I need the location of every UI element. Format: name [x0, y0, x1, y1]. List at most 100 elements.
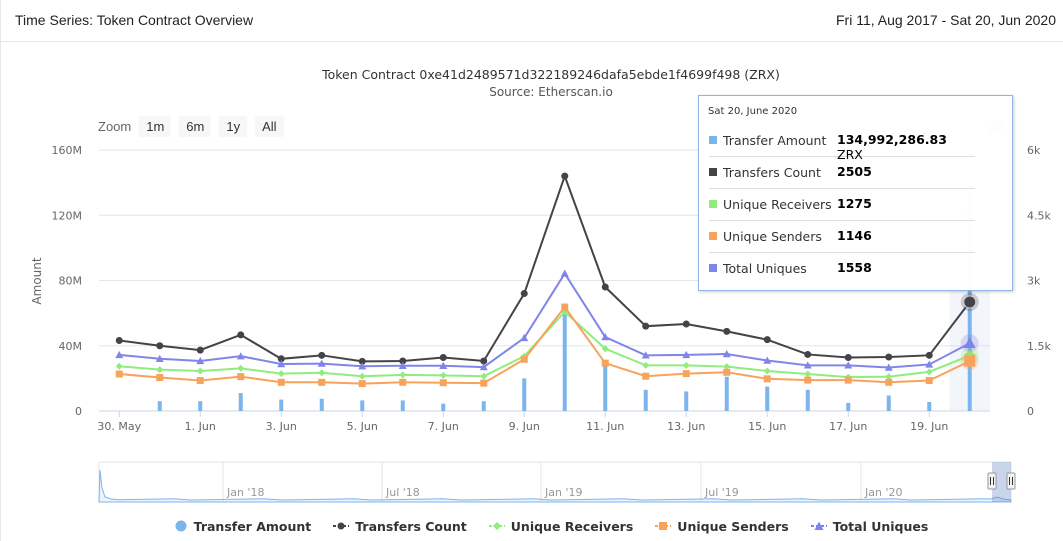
legend-item-total-uniques[interactable]: Total Uniques	[810, 516, 928, 536]
legend-item-unique-receivers[interactable]: Unique Receivers	[488, 516, 634, 536]
legend-item-transfers-count[interactable]: Transfers Count	[333, 516, 467, 536]
tooltip-value: 1146	[837, 228, 872, 243]
data-point	[844, 361, 853, 369]
navigator-left-handle[interactable]	[987, 472, 997, 490]
tooltip-label: Total Uniques	[723, 261, 807, 276]
tooltip-row-unique-senders: Unique Senders 1146	[709, 221, 975, 253]
zoom-all-button[interactable]: All	[255, 116, 284, 137]
navigator-frame	[98, 461, 1012, 503]
tooltip-value: 1558	[837, 260, 872, 275]
data-point	[236, 352, 245, 360]
transfer-amount-bar	[481, 401, 486, 411]
tooltip-label: Unique Senders	[723, 229, 822, 244]
data-point	[682, 361, 690, 369]
tooltip-date: Sat 20, June 2020	[708, 106, 798, 117]
data-point	[641, 351, 650, 359]
legend-label: Transfer Amount	[193, 518, 312, 534]
data-point	[964, 355, 976, 367]
transfer-amount-bar	[400, 400, 405, 411]
zoom-6m-button[interactable]: 6m	[179, 116, 212, 137]
data-point	[358, 380, 366, 388]
data-point	[237, 364, 245, 372]
data-point	[763, 356, 772, 364]
tooltip-value: 1275	[837, 196, 872, 211]
data-point	[884, 363, 893, 371]
data-point	[156, 374, 164, 382]
legend-label: Unique Senders	[677, 518, 789, 534]
data-point	[480, 372, 488, 380]
y-left-tick-label: 0	[75, 405, 82, 418]
data-point	[318, 369, 326, 377]
data-point	[682, 350, 691, 359]
data-point	[763, 367, 771, 375]
line-square-marker-icon	[655, 522, 672, 530]
data-point	[196, 346, 204, 354]
tooltip-swatch	[709, 232, 717, 240]
data-point	[682, 370, 690, 378]
x-tick-label: 3. Jun	[266, 420, 297, 433]
tooltip-row-unique-receivers: Unique Receivers 1275	[709, 189, 975, 221]
chart-tooltip: Sat 20, June 2020 Transfer Amount 134,99…	[698, 95, 1013, 291]
data-point	[885, 378, 893, 386]
data-point	[439, 361, 448, 369]
zoom-1y-button[interactable]: 1y	[219, 116, 248, 137]
tooltip-row-total-uniques: Total Uniques 1558	[709, 253, 975, 284]
data-point	[844, 353, 852, 361]
navigator-right-handle[interactable]	[1006, 472, 1016, 490]
line-circle-marker-icon	[333, 522, 350, 530]
transfer-amount-bar	[360, 400, 365, 411]
legend-label: Unique Receivers	[510, 518, 634, 534]
data-point	[277, 378, 285, 386]
tooltip-value: 134,992,286.83 ZRX	[837, 132, 947, 162]
transfer-amount-bar	[765, 386, 770, 411]
tooltip-row-transfers-count: Transfers Count 2505	[709, 157, 975, 189]
data-point	[803, 361, 812, 369]
transfer-amount-bar	[846, 402, 851, 411]
tooltip-swatch	[709, 136, 717, 144]
legend-item-transfer-amount[interactable]: Transfer Amount	[174, 516, 312, 536]
transfer-amount-bar	[522, 378, 527, 411]
tooltip-value: 2505	[837, 164, 872, 179]
card-title: Time Series: Token Contract Overview	[15, 12, 254, 28]
transfer-amount-bar	[643, 389, 648, 411]
zoom-1m-button[interactable]: 1m	[139, 116, 172, 137]
data-point	[601, 359, 609, 367]
transfer-amount-bar	[805, 389, 810, 411]
y-right-tick-label: 3k	[1027, 275, 1041, 288]
series-line	[119, 271, 971, 369]
data-point	[480, 357, 488, 365]
data-point	[925, 351, 933, 359]
data-point	[358, 357, 366, 365]
handle-body	[987, 472, 997, 490]
data-point	[358, 372, 366, 380]
transfer-amount-bar	[441, 403, 446, 411]
data-point	[722, 350, 731, 358]
data-point	[723, 363, 731, 371]
navigator-area	[98, 469, 1012, 503]
data-point	[317, 359, 326, 367]
navigator-label: Jul '19	[704, 486, 739, 499]
x-tick-label: 13. Jun	[667, 420, 705, 433]
data-point	[196, 356, 205, 365]
data-point	[885, 373, 893, 381]
data-point	[963, 337, 976, 349]
data-point	[804, 370, 812, 378]
chart-legend: Transfer Amount Transfers Count Unique R…	[1, 516, 1063, 536]
navigator-label: Jul '18	[385, 486, 420, 499]
data-point	[642, 361, 650, 369]
legend-item-unique-senders[interactable]: Unique Senders	[655, 516, 789, 536]
navigator-selection	[992, 462, 1011, 502]
tooltip-label: Unique Receivers	[723, 197, 832, 212]
series-line	[119, 173, 971, 363]
data-point	[561, 303, 569, 311]
data-point	[277, 360, 286, 368]
transfer-amount-bar	[157, 401, 162, 411]
data-point	[885, 353, 893, 361]
data-point	[196, 367, 204, 375]
tooltip-swatch	[709, 264, 717, 272]
data-point	[439, 371, 447, 379]
transfer-amount-bar	[927, 402, 932, 411]
navigator-label: Jan '20	[864, 486, 902, 499]
data-point	[398, 361, 407, 369]
